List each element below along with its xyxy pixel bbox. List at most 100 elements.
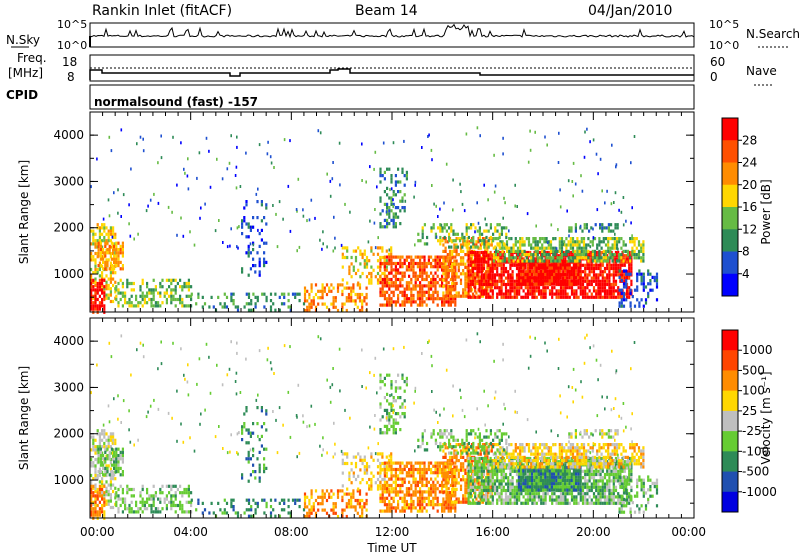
power-cell (403, 287, 406, 291)
power-cell (617, 250, 620, 255)
velocity-cell (96, 494, 99, 498)
power-cell (493, 286, 497, 290)
power-cell (390, 202, 393, 206)
power-cell (533, 292, 536, 296)
power-cell (531, 279, 534, 283)
power-cell (107, 296, 110, 300)
power-cell (539, 279, 542, 283)
power-cell (469, 263, 472, 267)
power-cell (143, 297, 146, 302)
velocity-cell (394, 493, 397, 497)
power-cell (376, 246, 380, 250)
power-cell (561, 282, 564, 286)
velocity-cell (444, 484, 447, 488)
power-cell (152, 294, 155, 298)
power-cell (457, 237, 460, 241)
power-cell (555, 276, 558, 280)
velocity-cell (115, 457, 118, 461)
velocity-cell (256, 501, 259, 505)
power-cell (452, 229, 455, 233)
velocity-cell (421, 503, 424, 507)
velocity-cell (403, 509, 406, 513)
power-cell (579, 279, 582, 283)
power-cell (608, 263, 611, 267)
velocity-cell (258, 463, 261, 467)
velocity-cell (108, 473, 111, 477)
velocity-cell (172, 500, 175, 504)
power-cell (491, 279, 494, 283)
station-title: Rankin Inlet (fitACF) (92, 3, 232, 19)
power-cell (530, 253, 533, 257)
power-cell (614, 279, 618, 283)
power-cell (336, 308, 340, 313)
power-cell (532, 240, 535, 244)
velocity-cell (104, 460, 107, 464)
power-cell (263, 292, 266, 296)
velocity-cell (101, 507, 104, 511)
power-cell (451, 281, 454, 285)
velocity-cell (109, 432, 112, 436)
power-cell (200, 206, 202, 210)
velocity-cell (241, 438, 244, 442)
power-cell (520, 272, 523, 277)
velocity-cell (321, 492, 324, 496)
power-cell (376, 265, 380, 269)
velocity-cell (441, 471, 444, 475)
power-cell (459, 237, 463, 241)
velocity-cell (94, 489, 97, 494)
power-cell (509, 266, 512, 271)
power-cell (96, 307, 99, 311)
power-cell (492, 253, 495, 257)
velocity-cell (403, 467, 406, 472)
power-cell (494, 245, 497, 249)
power-cell (541, 246, 544, 250)
power-cell (543, 259, 546, 263)
power-cell (341, 283, 344, 287)
velocity-cell (453, 455, 456, 459)
power-cell (568, 254, 571, 258)
velocity-cell (352, 492, 355, 496)
power-cell (432, 284, 435, 288)
power-cell (485, 270, 488, 274)
power-cell (179, 278, 182, 282)
power-cell (107, 235, 110, 240)
power-cell (374, 150, 377, 154)
power-cell (308, 308, 311, 313)
velocity-cell (441, 509, 444, 513)
power-cell (567, 240, 570, 244)
power-cell (432, 223, 435, 227)
velocity-cell (397, 474, 400, 478)
power-cell (513, 282, 516, 287)
power-cell (187, 278, 190, 282)
power-cell (254, 302, 257, 306)
power-cell (559, 282, 562, 286)
power-cell (618, 269, 621, 273)
noise-left-tick-bottom: 10^0 (57, 39, 87, 52)
date-title: 04/Jan/2010 (588, 3, 672, 19)
power-cell (613, 240, 616, 244)
velocity-cell (464, 487, 467, 491)
velocity-cell (459, 455, 463, 459)
power-cell (498, 286, 501, 290)
velocity-cell (462, 468, 465, 472)
noise-panel-frame (89, 22, 695, 48)
velocity-cell (394, 418, 397, 422)
power-cell (647, 282, 650, 286)
velocity-cell (126, 507, 129, 511)
power-cell (453, 294, 456, 298)
power-cell (185, 294, 188, 298)
velocity-cell (350, 481, 353, 485)
power-cell (265, 299, 268, 303)
power-cell (441, 281, 444, 285)
velocity-cell (414, 506, 417, 510)
power-cell (513, 263, 516, 267)
power-cell (489, 276, 492, 280)
power-cell (518, 289, 521, 293)
velocity-cell (157, 510, 160, 514)
power-cell (476, 257, 479, 261)
power-cell (546, 260, 549, 264)
velocity-cell (247, 454, 250, 458)
power-cell (467, 235, 470, 240)
power-cell (487, 242, 490, 246)
velocity-cell (383, 383, 386, 387)
